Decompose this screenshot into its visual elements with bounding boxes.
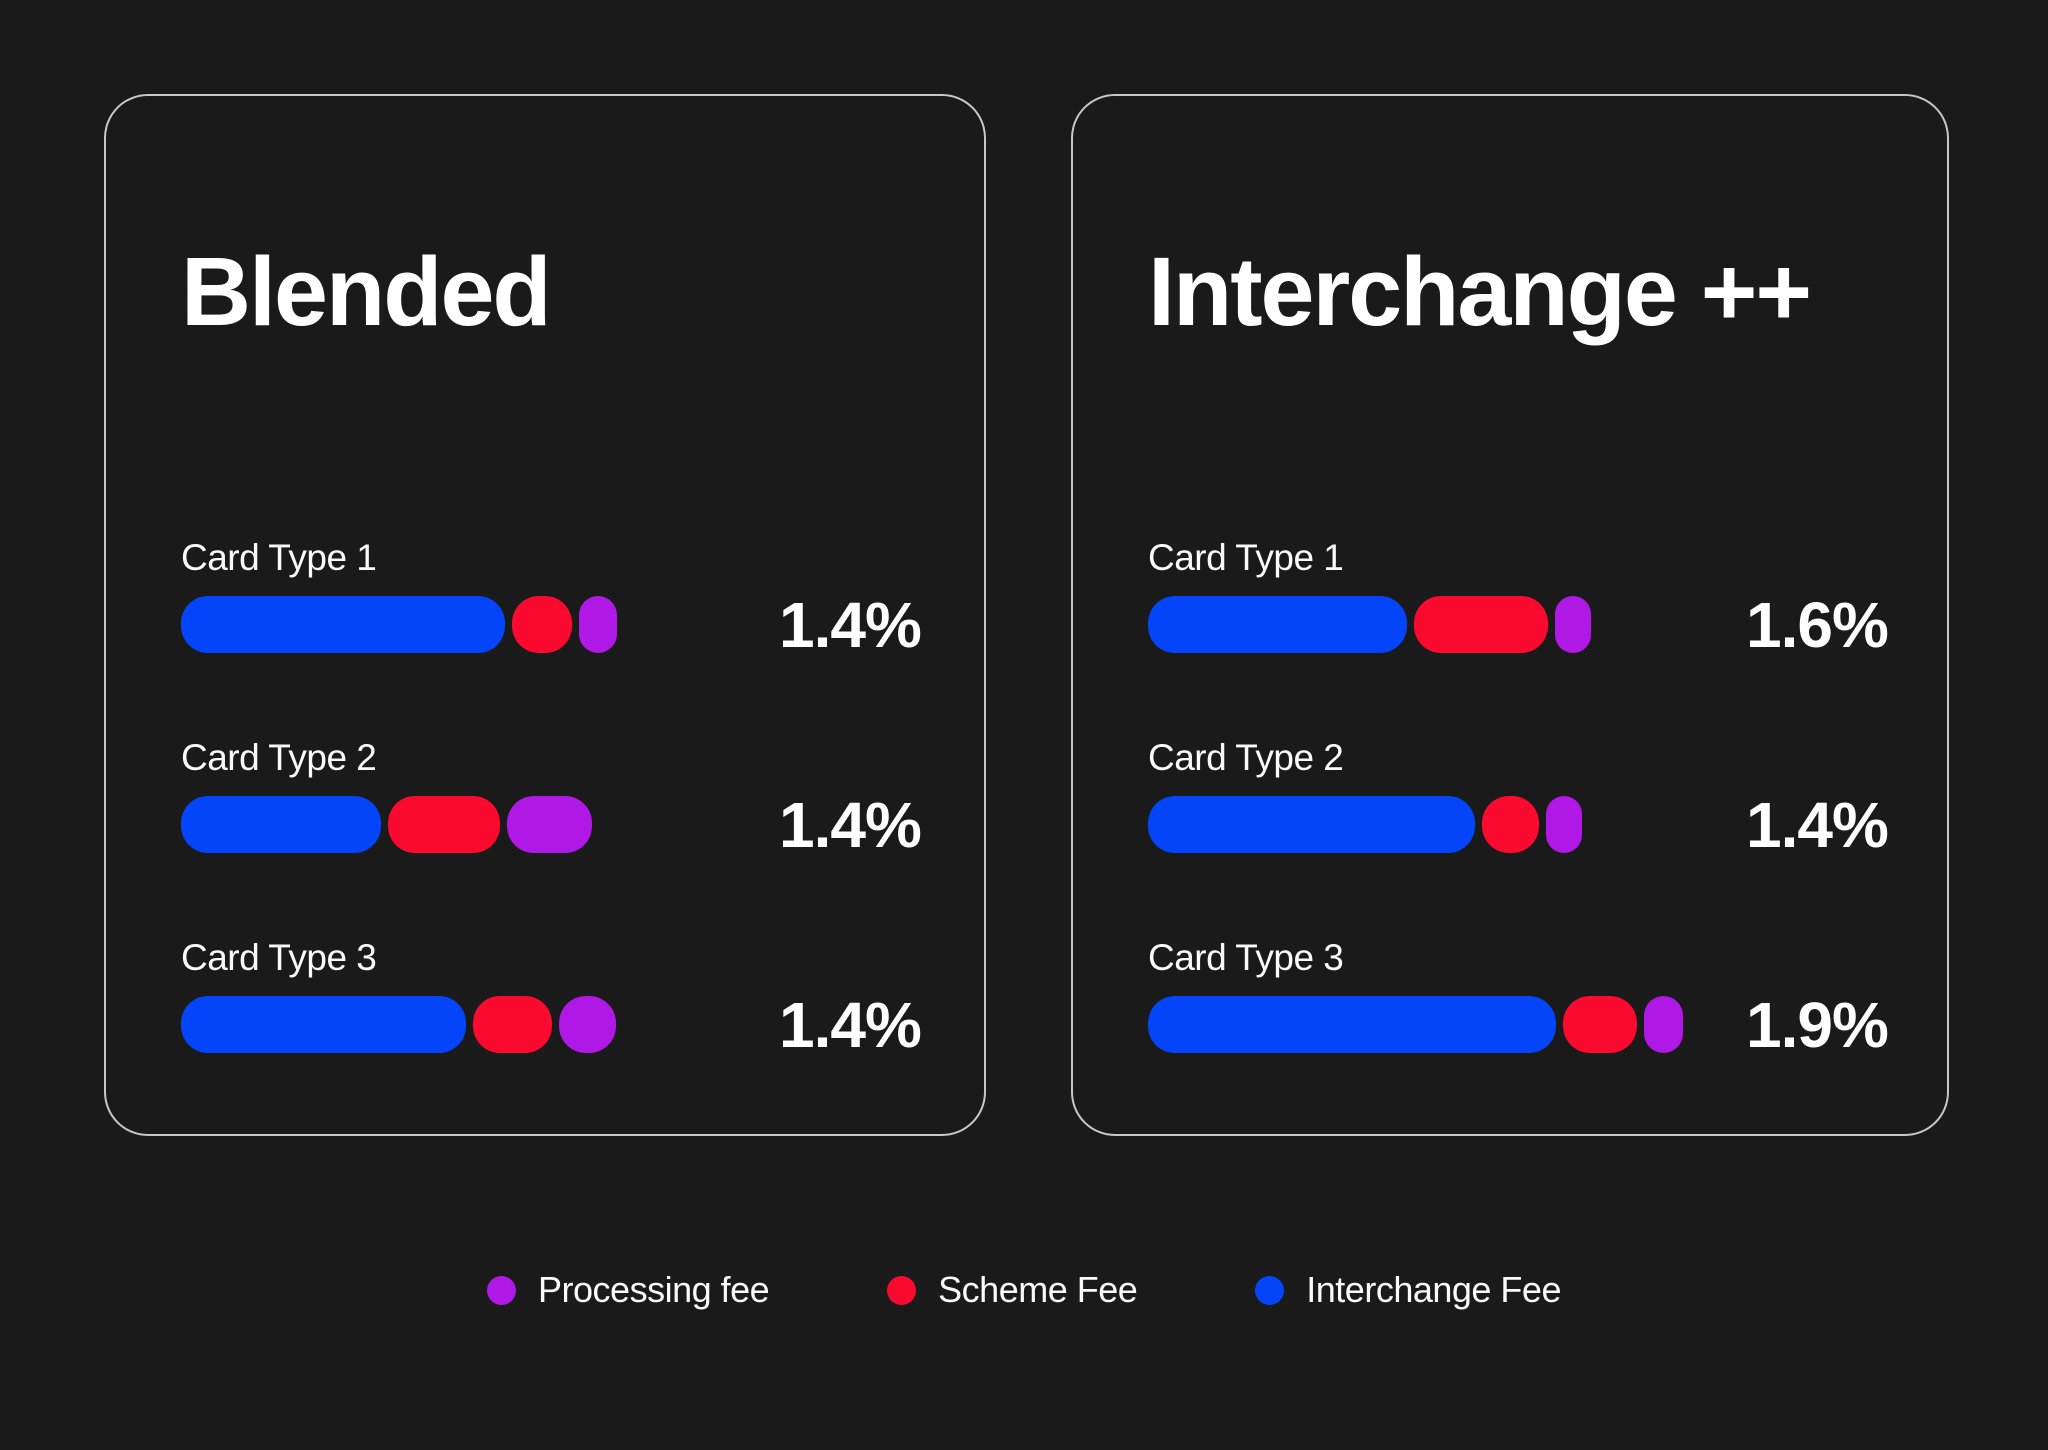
stacked-bar — [1148, 996, 1683, 1053]
scheme-fee-dot-icon — [887, 1275, 917, 1305]
processing-fee-segment — [507, 796, 592, 853]
total-rate-value: 1.4% — [779, 788, 922, 861]
interchange-fee-dot-icon — [1255, 1275, 1285, 1305]
total-rate-value: 1.4% — [779, 588, 922, 661]
legend-item-scheme-fee: Scheme Fee — [887, 1269, 1138, 1310]
scheme-fee-segment — [1563, 996, 1637, 1053]
interchange-plus-plus-card: Interchange ++ Card Type 1 1.6% Card Typ… — [1071, 94, 1949, 1136]
processing-fee-segment — [1644, 996, 1683, 1053]
scheme-fee-segment — [388, 796, 500, 853]
bar-row: Card Type 1 1.4% — [181, 531, 944, 731]
card-type-label: Card Type 2 — [181, 737, 377, 778]
bar-row: Card Type 2 1.4% — [1148, 731, 1907, 931]
legend-item-interchange-fee: Interchange Fee — [1255, 1272, 1561, 1308]
bar-row: Card Type 3 1.4% — [181, 931, 944, 1131]
blended-card: Blended Card Type 1 1.4% Card Type 2 1 — [104, 94, 986, 1136]
scheme-fee-segment — [1414, 596, 1548, 653]
interchange-rows: Card Type 1 1.6% Card Type 2 1.4% Ca — [1148, 531, 1907, 1131]
interchange-fee-segment — [1148, 996, 1556, 1053]
legend-item-processing-fee: Processing fee — [487, 1269, 770, 1310]
total-rate-value: 1.9% — [1746, 988, 1889, 1061]
total-rate-value: 1.6% — [1746, 588, 1889, 661]
processing-fee-segment — [579, 596, 617, 653]
legend: Processing fee Scheme Fee Interchange Fe… — [0, 1262, 2048, 1318]
stacked-bar — [181, 796, 592, 853]
interchange-fee-segment — [181, 796, 381, 853]
processing-fee-segment — [1555, 596, 1591, 653]
card-type-label: Card Type 3 — [181, 937, 377, 978]
stacked-bar — [181, 596, 617, 653]
bar-row: Card Type 1 1.6% — [1148, 531, 1907, 731]
stacked-bar — [1148, 596, 1591, 653]
interchange-fee-segment — [181, 996, 466, 1053]
stacked-bar — [1148, 796, 1582, 853]
card-type-label: Card Type 3 — [1148, 937, 1344, 978]
legend-label: Processing fee — [538, 1269, 770, 1310]
scheme-fee-segment — [1482, 796, 1539, 853]
interchange-card-title: Interchange ++ — [1148, 236, 1812, 346]
interchange-fee-segment — [1148, 796, 1475, 853]
bar-row: Card Type 3 1.9% — [1148, 931, 1907, 1131]
blended-rows: Card Type 1 1.4% Card Type 2 1.4% Ca — [181, 531, 944, 1131]
scheme-fee-segment — [512, 596, 572, 653]
interchange-fee-segment — [1148, 596, 1407, 653]
card-type-label: Card Type 1 — [181, 537, 377, 578]
processing-fee-segment — [1546, 796, 1582, 853]
scheme-fee-segment — [473, 996, 552, 1053]
processing-fee-dot-icon — [487, 1275, 517, 1305]
stacked-bar — [181, 996, 616, 1053]
blended-card-title: Blended — [181, 236, 552, 346]
total-rate-value: 1.4% — [1746, 788, 1889, 861]
bar-row: Card Type 2 1.4% — [181, 731, 944, 931]
card-type-label: Card Type 1 — [1148, 537, 1344, 578]
card-type-label: Card Type 2 — [1148, 737, 1344, 778]
processing-fee-segment — [559, 996, 616, 1053]
legend-label: Interchange Fee — [1306, 1269, 1561, 1310]
interchange-fee-segment — [181, 596, 505, 653]
legend-label: Scheme Fee — [938, 1269, 1138, 1310]
total-rate-value: 1.4% — [779, 988, 922, 1061]
